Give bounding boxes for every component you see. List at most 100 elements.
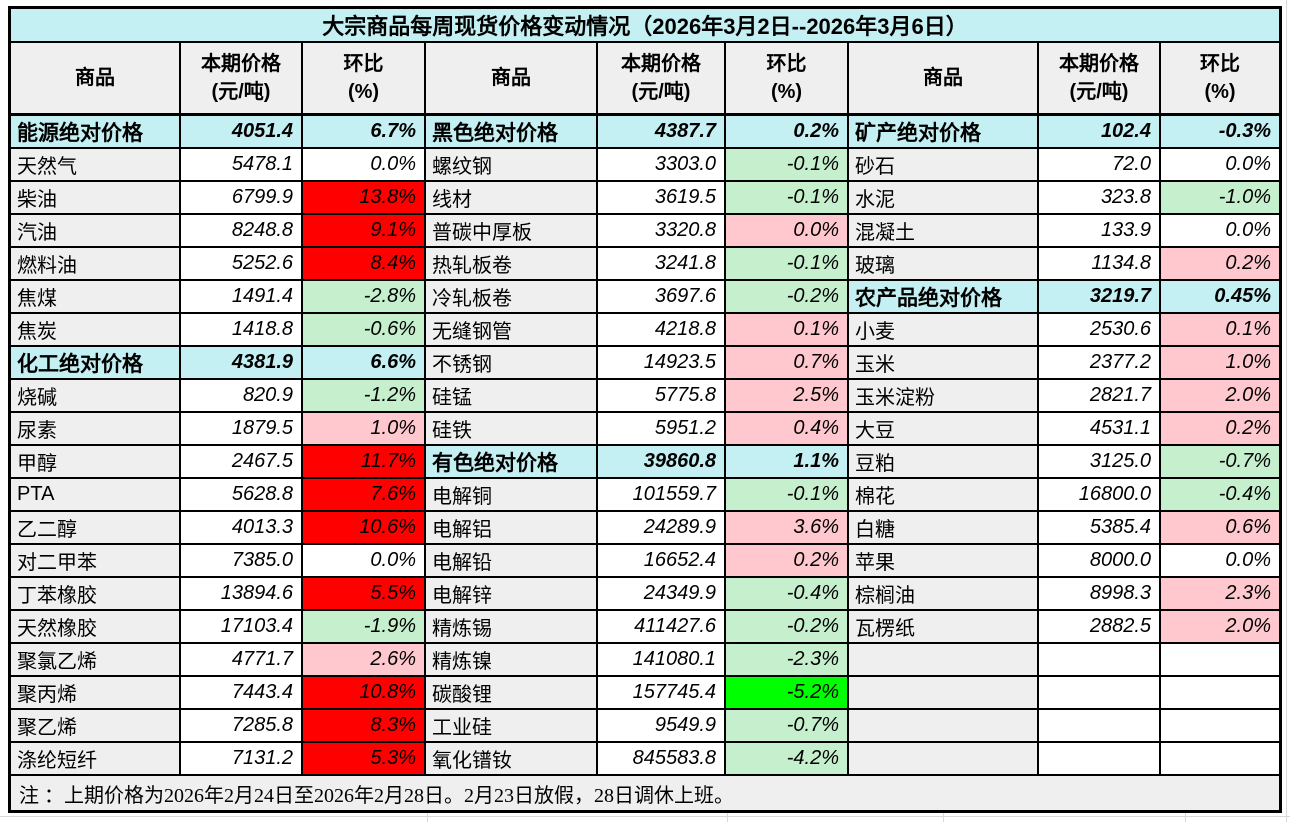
change-cell[interactable]: 9.1% <box>303 215 426 248</box>
change-cell[interactable]: -0.6% <box>303 314 426 347</box>
change-cell[interactable]: 1.1% <box>726 446 849 479</box>
change-cell[interactable]: -0.1% <box>726 248 849 281</box>
commodity-name-cell[interactable]: 聚氯乙烯 <box>11 644 181 677</box>
price-cell[interactable]: 102.4 <box>1039 116 1161 149</box>
commodity-name-cell[interactable] <box>849 710 1039 743</box>
commodity-name-cell[interactable]: 玉米淀粉 <box>849 380 1039 413</box>
commodity-name-cell[interactable]: 小麦 <box>849 314 1039 347</box>
change-cell[interactable]: -0.7% <box>726 710 849 743</box>
commodity-name-cell[interactable]: 聚乙烯 <box>11 710 181 743</box>
header-price[interactable]: 本期价格 (元/吨) <box>598 43 726 116</box>
price-cell[interactable]: 5478.1 <box>181 149 303 182</box>
change-cell[interactable]: 0.1% <box>1161 314 1279 347</box>
price-cell[interactable]: 5775.8 <box>598 380 726 413</box>
change-cell[interactable]: 10.6% <box>303 512 426 545</box>
price-cell[interactable]: 8998.3 <box>1039 578 1161 611</box>
commodity-name-cell[interactable]: 天然气 <box>11 149 181 182</box>
commodity-name-cell[interactable]: 有色绝对价格 <box>426 446 598 479</box>
commodity-name-cell[interactable]: 不锈钢 <box>426 347 598 380</box>
price-cell[interactable]: 17103.4 <box>181 611 303 644</box>
change-cell[interactable]: 10.8% <box>303 677 426 710</box>
commodity-name-cell[interactable]: 棉花 <box>849 479 1039 512</box>
commodity-name-cell[interactable]: 玻璃 <box>849 248 1039 281</box>
price-cell[interactable]: 5951.2 <box>598 413 726 446</box>
change-cell[interactable]: 0.45% <box>1161 281 1279 314</box>
price-cell[interactable]: 8248.8 <box>181 215 303 248</box>
header-commodity[interactable]: 商品 <box>11 43 181 116</box>
change-cell[interactable]: -0.1% <box>726 479 849 512</box>
change-cell[interactable]: -1.0% <box>1161 182 1279 215</box>
change-cell[interactable]: 0.0% <box>726 215 849 248</box>
commodity-name-cell[interactable]: 电解铝 <box>426 512 598 545</box>
change-cell[interactable]: 6.7% <box>303 116 426 149</box>
price-cell[interactable]: 3219.7 <box>1039 281 1161 314</box>
commodity-name-cell[interactable]: 电解铜 <box>426 479 598 512</box>
commodity-name-cell[interactable]: 能源绝对价格 <box>11 116 181 149</box>
price-cell[interactable]: 2821.7 <box>1039 380 1161 413</box>
change-cell[interactable] <box>1161 743 1279 776</box>
change-cell[interactable]: 11.7% <box>303 446 426 479</box>
header-change[interactable]: 环比 (%) <box>726 43 849 116</box>
price-cell[interactable]: 411427.6 <box>598 611 726 644</box>
price-cell[interactable]: 323.8 <box>1039 182 1161 215</box>
commodity-name-cell[interactable]: 精炼镍 <box>426 644 598 677</box>
footnote[interactable]: 注 ：上期价格为2026年2月24日至2026年2月28日。2月23日放假，28… <box>11 776 1279 810</box>
price-cell[interactable] <box>1039 743 1161 776</box>
change-cell[interactable] <box>1161 644 1279 677</box>
price-cell[interactable]: 1418.8 <box>181 314 303 347</box>
price-cell[interactable]: 39860.8 <box>598 446 726 479</box>
price-cell[interactable]: 133.9 <box>1039 215 1161 248</box>
header-price[interactable]: 本期价格 (元/吨) <box>181 43 303 116</box>
change-cell[interactable]: 0.0% <box>1161 149 1279 182</box>
change-cell[interactable]: 13.8% <box>303 182 426 215</box>
commodity-name-cell[interactable]: 硅锰 <box>426 380 598 413</box>
price-cell[interactable]: 5628.8 <box>181 479 303 512</box>
change-cell[interactable] <box>1161 710 1279 743</box>
commodity-name-cell[interactable]: 电解铅 <box>426 545 598 578</box>
commodity-name-cell[interactable]: 冷轧板卷 <box>426 281 598 314</box>
price-cell[interactable]: 4381.9 <box>181 347 303 380</box>
commodity-name-cell[interactable]: 工业硅 <box>426 710 598 743</box>
commodity-name-cell[interactable]: 天然橡胶 <box>11 611 181 644</box>
price-cell[interactable]: 3303.0 <box>598 149 726 182</box>
change-cell[interactable]: 0.6% <box>1161 512 1279 545</box>
change-cell[interactable]: 8.4% <box>303 248 426 281</box>
commodity-name-cell[interactable]: 碳酸锂 <box>426 677 598 710</box>
commodity-name-cell[interactable]: 螺纹钢 <box>426 149 598 182</box>
price-cell[interactable]: 2530.6 <box>1039 314 1161 347</box>
commodity-name-cell[interactable]: 豆粕 <box>849 446 1039 479</box>
change-cell[interactable]: 6.6% <box>303 347 426 380</box>
commodity-name-cell[interactable]: 混凝土 <box>849 215 1039 248</box>
price-cell[interactable]: 7285.8 <box>181 710 303 743</box>
change-cell[interactable]: -4.2% <box>726 743 849 776</box>
commodity-name-cell[interactable]: 黑色绝对价格 <box>426 116 598 149</box>
change-cell[interactable]: -0.1% <box>726 182 849 215</box>
commodity-name-cell[interactable]: 大豆 <box>849 413 1039 446</box>
price-cell[interactable]: 4771.7 <box>181 644 303 677</box>
price-cell[interactable] <box>1039 677 1161 710</box>
price-cell[interactable]: 5385.4 <box>1039 512 1161 545</box>
price-cell[interactable]: 13894.6 <box>181 578 303 611</box>
commodity-name-cell[interactable]: 棕榈油 <box>849 578 1039 611</box>
commodity-name-cell[interactable]: 电解锌 <box>426 578 598 611</box>
change-cell[interactable]: 0.0% <box>1161 545 1279 578</box>
change-cell[interactable]: -2.3% <box>726 644 849 677</box>
price-cell[interactable]: 157745.4 <box>598 677 726 710</box>
change-cell[interactable]: 2.6% <box>303 644 426 677</box>
change-cell[interactable]: -0.4% <box>1161 479 1279 512</box>
commodity-name-cell[interactable]: 白糖 <box>849 512 1039 545</box>
commodity-name-cell[interactable]: 水泥 <box>849 182 1039 215</box>
change-cell[interactable]: 0.0% <box>1161 215 1279 248</box>
commodity-name-cell[interactable]: 普碳中厚板 <box>426 215 598 248</box>
commodity-name-cell[interactable]: 线材 <box>426 182 598 215</box>
commodity-name-cell[interactable]: 农产品绝对价格 <box>849 281 1039 314</box>
price-cell[interactable]: 24349.9 <box>598 578 726 611</box>
header-commodity[interactable]: 商品 <box>849 43 1039 116</box>
change-cell[interactable]: -5.2% <box>726 677 849 710</box>
change-cell[interactable]: 8.3% <box>303 710 426 743</box>
change-cell[interactable]: 5.5% <box>303 578 426 611</box>
price-cell[interactable]: 9549.9 <box>598 710 726 743</box>
change-cell[interactable]: 7.6% <box>303 479 426 512</box>
change-cell[interactable]: -0.2% <box>726 611 849 644</box>
price-cell[interactable]: 1879.5 <box>181 413 303 446</box>
